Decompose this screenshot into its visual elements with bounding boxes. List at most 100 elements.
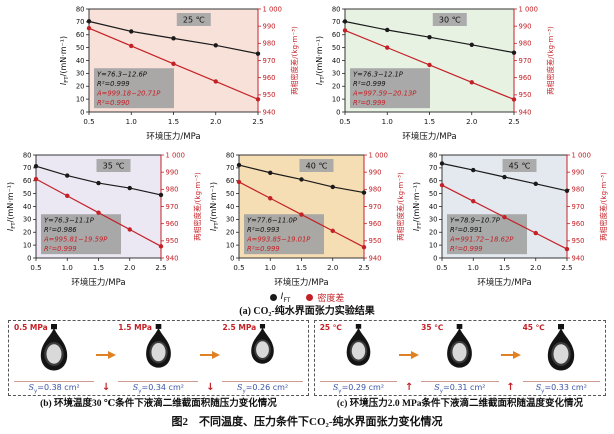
svg-text:80: 80 xyxy=(429,151,438,159)
svg-text:1 000: 1 000 xyxy=(263,5,282,13)
arrow-column: ↓ xyxy=(198,323,222,394)
droplet-item: 1.5 MPa Sy=0.34 cm² xyxy=(118,323,199,395)
arrow-column: ↑ xyxy=(499,323,523,394)
svg-text:环境压力/MPa: 环境压力/MPa xyxy=(274,277,328,288)
svg-text:990: 990 xyxy=(519,22,532,30)
svg-text:10: 10 xyxy=(429,241,438,249)
svg-text:IFT/(mN·m⁻¹): IFT/(mN·m⁻¹) xyxy=(315,36,326,85)
svg-text:1.5: 1.5 xyxy=(296,264,307,272)
droplet-image xyxy=(538,323,584,381)
svg-text:940: 940 xyxy=(166,254,179,262)
svg-text:50: 50 xyxy=(429,190,438,198)
svg-text:940: 940 xyxy=(519,108,532,116)
svg-text:2.5: 2.5 xyxy=(508,118,519,126)
svg-text:Y=76.3−12.6P: Y=76.3−12.6P xyxy=(97,71,148,79)
svg-text:50: 50 xyxy=(332,44,341,52)
svg-text:两相密度差/(kg·m⁻³): 两相密度差/(kg·m⁻³) xyxy=(546,26,555,95)
svg-text:A=999.18−20.71P: A=999.18−20.71P xyxy=(96,90,161,98)
svg-text:IFT/(mN·m⁻¹): IFT/(mN·m⁻¹) xyxy=(59,36,70,85)
svg-text:60: 60 xyxy=(429,177,438,185)
svg-text:1.5: 1.5 xyxy=(499,264,510,272)
svg-text:40: 40 xyxy=(226,203,235,211)
chart-25c: 0 10 20 30 40 50 60 70 80 940 950 960 970 980 990 1 000… xyxy=(56,2,302,148)
svg-text:IFT/(mN·m⁻¹): IFT/(mN·m⁻¹) xyxy=(6,182,17,231)
svg-text:0.5: 0.5 xyxy=(30,264,41,272)
svg-text:0.5: 0.5 xyxy=(339,118,350,126)
droplet-image xyxy=(31,323,77,381)
svg-text:2.0: 2.0 xyxy=(124,264,135,272)
svg-text:环境压力/MPa: 环境压力/MPa xyxy=(146,131,200,142)
svg-text:20: 20 xyxy=(226,229,235,237)
svg-text:50: 50 xyxy=(23,190,32,198)
svg-text:960: 960 xyxy=(166,220,179,228)
svg-text:940: 940 xyxy=(263,108,276,116)
svg-text:980: 980 xyxy=(263,40,276,48)
svg-text:A=993.85−19.01P: A=993.85−19.01P xyxy=(246,236,311,244)
arrow-right-icon xyxy=(500,351,521,359)
svg-text:60: 60 xyxy=(76,31,85,39)
svg-text:R²=0.999: R²=0.999 xyxy=(44,245,77,253)
svg-text:950: 950 xyxy=(519,91,532,99)
svg-text:35 ℃: 35 ℃ xyxy=(103,162,125,171)
svg-text:R²=0.999: R²=0.999 xyxy=(97,80,130,88)
svg-text:20: 20 xyxy=(23,229,32,237)
svg-text:1 000: 1 000 xyxy=(369,151,388,159)
svg-text:30 ℃: 30 ℃ xyxy=(439,16,461,25)
svg-text:环境压力/MPa: 环境压力/MPa xyxy=(477,277,531,288)
svg-text:960: 960 xyxy=(369,220,382,228)
svg-text:970: 970 xyxy=(263,57,276,65)
svg-text:IFT/(mN·m⁻¹): IFT/(mN·m⁻¹) xyxy=(209,182,220,231)
svg-text:两相密度差/(kg·m⁻³): 两相密度差/(kg·m⁻³) xyxy=(396,172,405,241)
chart-30c: 0 10 20 30 40 50 60 70 80 940 950 960 970 980 990 1 000… xyxy=(312,2,558,148)
droplet-item: 35 ℃ Sy=0.31 cm² xyxy=(421,323,499,395)
legend-density-label: 密度差 xyxy=(317,294,345,304)
svg-text:940: 940 xyxy=(369,254,382,262)
arrow-right-icon xyxy=(399,351,420,359)
svg-text:R²=0.999: R²=0.999 xyxy=(450,245,483,253)
svg-text:50: 50 xyxy=(76,44,85,52)
svg-text:20: 20 xyxy=(429,229,438,237)
red-dot-marker-icon xyxy=(306,294,314,301)
svg-text:1.0: 1.0 xyxy=(382,118,393,126)
subfigure-c-caption: (c) 环境压力2.0 MPa条件下液滴二维截面积随温度变化情况 xyxy=(336,399,584,409)
svg-text:970: 970 xyxy=(166,203,179,211)
svg-text:2.5: 2.5 xyxy=(155,264,166,272)
svg-text:40: 40 xyxy=(76,57,85,65)
svg-text:60: 60 xyxy=(226,177,235,185)
arrow-right-icon xyxy=(96,351,117,359)
area-label: Sy=0.34 cm² xyxy=(118,381,199,395)
svg-text:960: 960 xyxy=(572,220,585,228)
svg-text:0: 0 xyxy=(230,254,234,262)
trend-up-arrow-icon: ↑ xyxy=(404,382,414,393)
svg-text:0: 0 xyxy=(80,108,84,116)
svg-text:40 ℃: 40 ℃ xyxy=(306,162,328,171)
svg-text:70: 70 xyxy=(23,164,32,172)
svg-text:2.0: 2.0 xyxy=(530,264,541,272)
panel-captions: (b) 环境温度30 ℃条件下液滴二维截面积随压力变化情况 (c) 环境压力2.… xyxy=(8,397,606,411)
svg-text:0: 0 xyxy=(336,108,340,116)
svg-text:70: 70 xyxy=(226,164,235,172)
svg-text:A=995.81−19.59P: A=995.81−19.59P xyxy=(43,236,108,244)
svg-text:30: 30 xyxy=(429,216,438,224)
area-label: Sy=0.38 cm² xyxy=(14,381,95,395)
svg-text:30: 30 xyxy=(226,216,235,224)
svg-text:R²=0.999: R²=0.999 xyxy=(353,80,386,88)
droplet-item: 25 ℃ Sy=0.29 cm² xyxy=(319,323,398,395)
svg-text:Y=76.3−11.1P: Y=76.3−11.1P xyxy=(44,217,95,225)
svg-text:40: 40 xyxy=(23,203,32,211)
svg-text:20: 20 xyxy=(76,83,85,91)
svg-text:10: 10 xyxy=(226,241,235,249)
droplet-image xyxy=(137,323,180,381)
svg-text:R²=0.991: R²=0.991 xyxy=(450,226,483,234)
droplet-image xyxy=(438,323,481,381)
svg-text:R²=0.999: R²=0.999 xyxy=(353,99,386,107)
droplet-panels: 0.5 MPa Sy=0.38 cm² ↓ 1.5 MPa Sy=0.34 cm… xyxy=(8,320,606,396)
svg-text:960: 960 xyxy=(263,74,276,82)
svg-text:980: 980 xyxy=(572,186,585,194)
svg-text:990: 990 xyxy=(166,168,179,176)
svg-text:1.5: 1.5 xyxy=(424,118,435,126)
svg-text:50: 50 xyxy=(226,190,235,198)
droplet-item: 0.5 MPa Sy=0.38 cm² xyxy=(14,323,95,395)
svg-text:970: 970 xyxy=(369,203,382,211)
svg-text:0: 0 xyxy=(433,254,437,262)
